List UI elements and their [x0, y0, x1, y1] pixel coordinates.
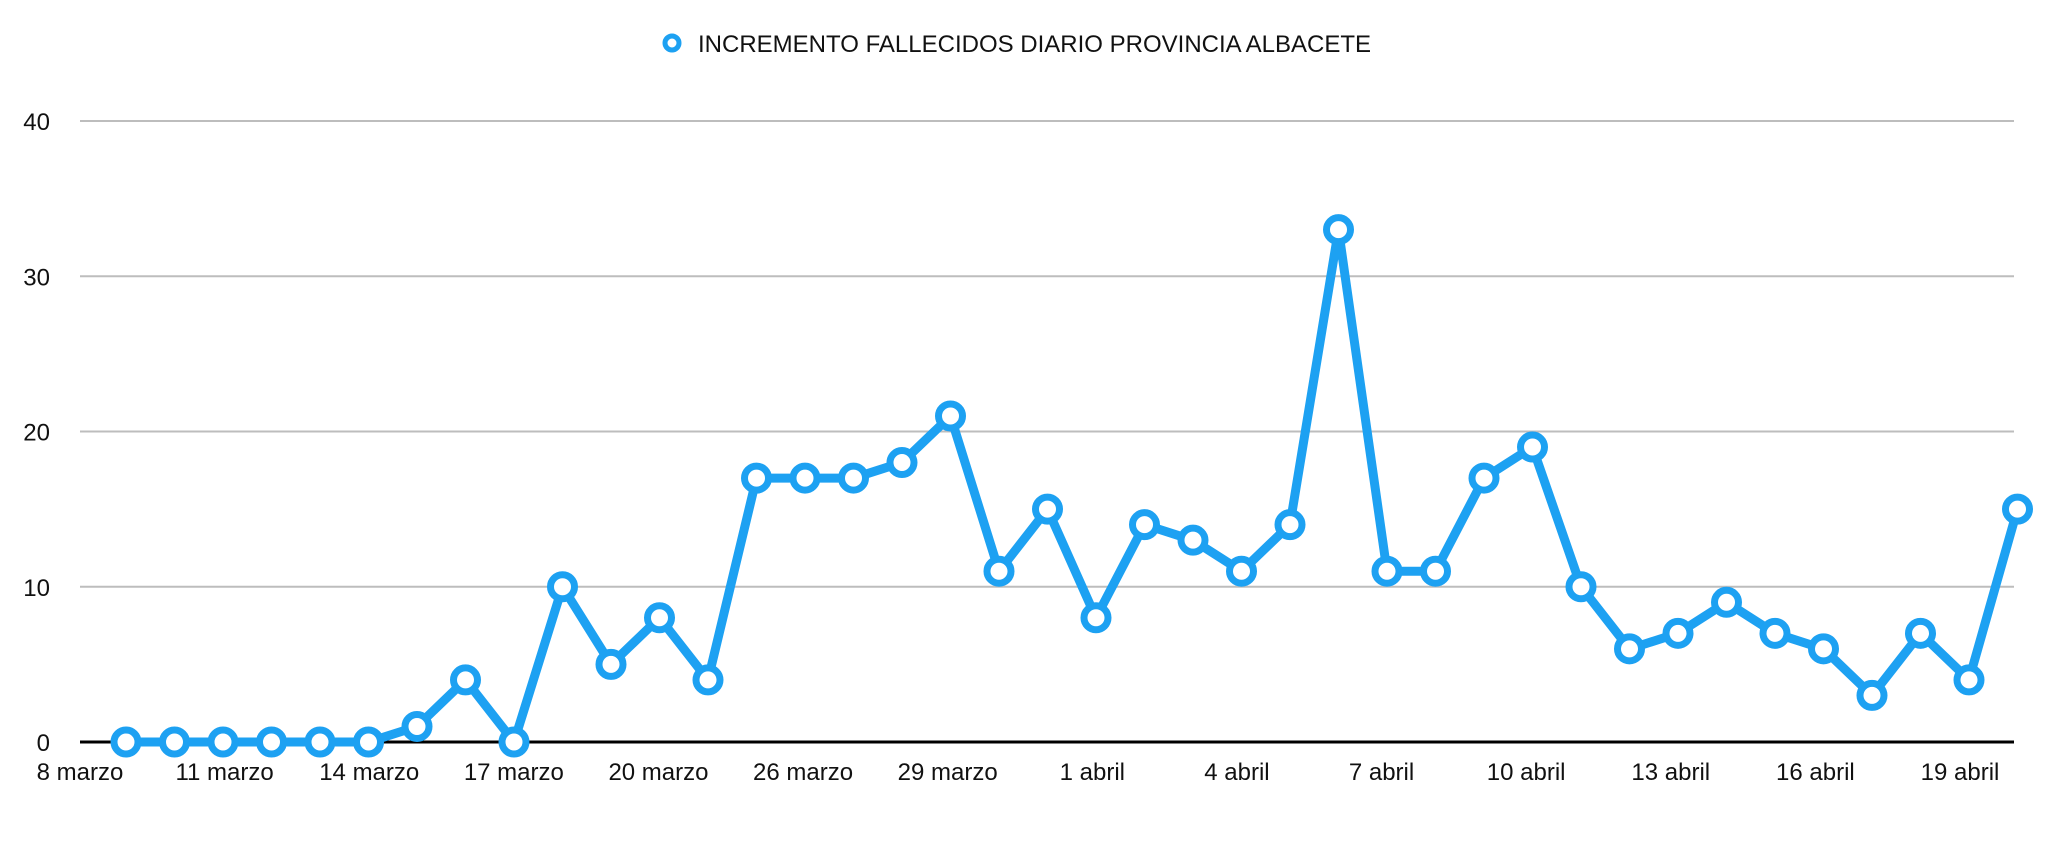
- legend: INCREMENTO FALLECIDOS DIARIO PROVINCIA A…: [662, 31, 1371, 58]
- data-point: [1614, 633, 1645, 665]
- x-tick-label: 19 abril: [1921, 759, 2000, 786]
- data-point: [1468, 462, 1500, 494]
- data-point: [304, 726, 336, 758]
- data-point: [1226, 555, 1257, 587]
- data-point: [1420, 555, 1451, 587]
- x-tick-label: 20 marzo: [608, 759, 708, 786]
- x-tick-label: 16 abril: [1776, 759, 1855, 786]
- x-tick-label: 10 abril: [1487, 759, 1566, 786]
- y-tick-label: 10: [23, 575, 50, 602]
- data-point: [353, 726, 384, 758]
- y-tick-label: 20: [23, 420, 50, 447]
- data-point: [1662, 617, 1694, 649]
- series-line: [121, 225, 2022, 747]
- data-point: [1565, 571, 1597, 603]
- x-tick-label: 1 abril: [1060, 759, 1125, 786]
- data-point: [1953, 664, 1985, 696]
- data-point: [595, 648, 627, 680]
- data-point: [207, 726, 239, 758]
- data-point: [256, 726, 287, 758]
- legend-label: INCREMENTO FALLECIDOS DIARIO PROVINCIA A…: [698, 31, 1371, 58]
- data-point: [1274, 509, 1306, 541]
- data-point: [1856, 679, 1888, 711]
- data-point: [1808, 633, 1839, 665]
- data-point: [110, 726, 142, 758]
- data-point: [2002, 493, 2033, 525]
- data-point: [741, 462, 772, 494]
- y-tick-label: 40: [23, 109, 50, 136]
- data-point: [1323, 214, 1354, 246]
- x-tick-label: 17 marzo: [464, 759, 564, 786]
- data-point: [838, 462, 869, 494]
- data-point: [1759, 617, 1791, 649]
- data-point: [1080, 602, 1112, 634]
- data-point: [935, 400, 966, 432]
- data-point: [401, 710, 433, 742]
- data-point: [1905, 617, 1936, 649]
- data-point: [789, 462, 821, 494]
- y-axis-ticks: 0 10 20 30 40: [23, 109, 50, 757]
- data-point: [1032, 493, 1063, 525]
- data-point: [450, 664, 481, 696]
- x-tick-label: 26 marzo: [753, 759, 853, 786]
- x-tick-label: 11 marzo: [175, 759, 273, 786]
- data-point: [498, 726, 530, 758]
- data-point: [159, 726, 190, 758]
- data-point: [1371, 555, 1403, 587]
- y-tick-label: 30: [23, 264, 50, 291]
- series-line-group: [121, 225, 2022, 747]
- x-tick-label: 13 abril: [1631, 759, 1710, 786]
- data-point: [1129, 509, 1160, 541]
- data-point: [1517, 431, 1548, 463]
- x-tick-label: 29 marzo: [898, 759, 998, 786]
- data-point: [1177, 524, 1209, 556]
- x-tick-label: 8 marzo: [37, 759, 124, 786]
- y-tick-label: 0: [37, 730, 50, 757]
- legend-marker: [662, 33, 682, 53]
- data-points: [110, 214, 2033, 758]
- data-point: [1711, 586, 1742, 618]
- data-point: [886, 447, 918, 479]
- x-axis-ticks: 8 marzo 11 marzo 14 marzo 17 marzo 20 marzo 2…: [37, 759, 2000, 786]
- data-point: [547, 571, 578, 603]
- x-tick-label: 4 abril: [1204, 759, 1269, 786]
- gridlines: [80, 120, 2014, 744]
- x-tick-label: 7 abril: [1349, 759, 1414, 786]
- data-point: [644, 602, 675, 634]
- data-point: [983, 555, 1015, 587]
- x-tick-label: 14 marzo: [319, 759, 419, 786]
- data-point: [692, 664, 724, 696]
